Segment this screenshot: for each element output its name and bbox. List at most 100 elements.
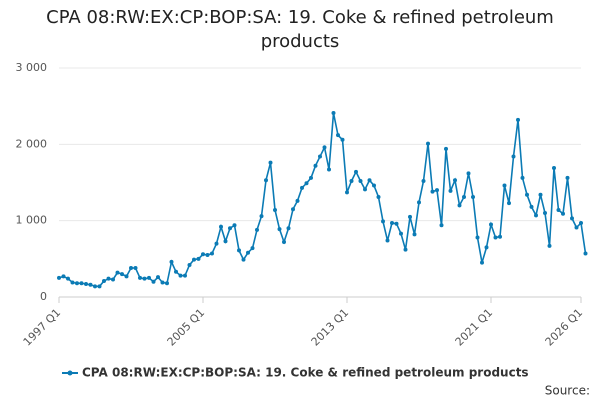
data-point xyxy=(304,181,309,186)
data-point xyxy=(367,178,372,183)
data-point xyxy=(471,195,475,200)
data-point xyxy=(556,207,561,212)
data-point xyxy=(277,227,282,232)
data-point xyxy=(430,189,435,194)
data-point xyxy=(520,175,525,180)
data-point xyxy=(453,178,457,183)
data-point xyxy=(426,141,430,146)
data-point xyxy=(583,251,588,256)
data-point xyxy=(79,281,84,286)
data-point xyxy=(534,213,538,218)
data-point xyxy=(133,265,138,270)
data-point xyxy=(462,195,466,200)
data-point xyxy=(196,256,201,261)
data-point xyxy=(552,165,556,170)
data-point xyxy=(313,163,318,168)
data-point xyxy=(214,241,219,246)
x-tick-label: 1997 Q1 xyxy=(21,306,64,349)
data-point xyxy=(300,185,304,190)
data-point xyxy=(484,245,489,250)
data-point xyxy=(394,221,399,226)
data-point xyxy=(565,175,570,180)
data-point xyxy=(322,145,327,150)
data-point xyxy=(282,240,286,245)
data-point xyxy=(61,274,66,279)
data-point xyxy=(237,248,241,253)
x-tick-label: 2026 Q1 xyxy=(543,306,586,349)
data-point xyxy=(579,220,583,225)
data-point xyxy=(151,279,156,284)
data-point xyxy=(178,273,183,278)
data-point xyxy=(507,201,511,206)
data-point xyxy=(444,146,448,151)
x-tick-label: 2013 Q1 xyxy=(309,306,352,349)
data-point xyxy=(291,207,295,212)
data-point xyxy=(111,277,115,282)
data-point xyxy=(421,178,426,183)
data-point xyxy=(255,227,259,232)
data-point xyxy=(399,231,403,236)
data-point xyxy=(561,211,565,216)
data-point xyxy=(57,275,61,280)
data-point xyxy=(493,235,498,240)
data-point xyxy=(466,171,471,176)
data-point xyxy=(457,203,462,208)
data-point xyxy=(286,226,291,231)
data-point xyxy=(502,183,507,188)
data-point xyxy=(417,200,421,205)
data-point xyxy=(480,260,484,265)
data-point xyxy=(516,117,520,122)
data-point xyxy=(412,232,417,237)
data-point xyxy=(192,257,196,262)
data-point xyxy=(147,275,151,280)
data-point xyxy=(318,154,322,159)
data-point xyxy=(475,235,480,240)
data-point xyxy=(250,246,255,251)
data-point xyxy=(327,167,331,172)
legend-label: CPA 08:RW:EX:CP:BOP:SA: 19. Coke & refin… xyxy=(82,366,529,380)
data-point xyxy=(363,187,367,192)
data-point xyxy=(489,222,493,227)
data-point xyxy=(160,280,165,285)
data-point xyxy=(115,270,120,275)
data-point xyxy=(340,137,345,142)
data-point xyxy=(259,214,264,219)
data-point xyxy=(435,188,439,193)
data-point xyxy=(358,178,363,183)
data-point xyxy=(228,226,232,231)
data-point xyxy=(349,178,354,183)
data-point xyxy=(381,219,385,224)
data-point xyxy=(264,178,268,183)
data-point xyxy=(538,192,543,197)
data-point xyxy=(529,204,534,209)
data-point xyxy=(97,284,102,289)
x-tick-label: 2021 Q1 xyxy=(453,306,496,349)
data-point xyxy=(345,190,349,195)
data-point xyxy=(448,188,453,193)
data-point xyxy=(309,175,313,180)
data-point xyxy=(232,223,237,228)
data-point xyxy=(84,282,88,287)
data-point xyxy=(129,265,133,270)
data-point xyxy=(385,238,390,243)
data-point xyxy=(219,224,223,229)
y-tick-label: 0 xyxy=(40,290,47,303)
data-point xyxy=(241,257,246,262)
data-point xyxy=(187,262,192,267)
data-point xyxy=(88,282,93,287)
data-point xyxy=(547,243,552,248)
data-point xyxy=(570,216,574,221)
data-point xyxy=(106,276,111,281)
data-point xyxy=(165,281,169,286)
data-point xyxy=(543,211,547,216)
y-tick-label: 3 000 xyxy=(16,61,48,74)
data-point xyxy=(75,281,79,286)
data-point xyxy=(273,207,277,212)
x-tick-label: 2005 Q1 xyxy=(165,306,208,349)
data-point xyxy=(511,154,516,159)
data-point xyxy=(120,272,124,277)
data-point xyxy=(138,275,142,280)
data-point xyxy=(156,275,160,280)
data-point xyxy=(124,274,129,279)
